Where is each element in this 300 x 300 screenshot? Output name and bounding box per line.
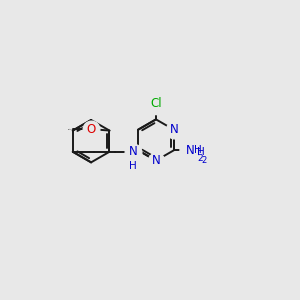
Text: H: H bbox=[129, 161, 137, 171]
Text: N: N bbox=[128, 145, 137, 158]
Text: H: H bbox=[197, 147, 205, 157]
Text: N: N bbox=[152, 154, 160, 167]
Text: N: N bbox=[169, 123, 178, 136]
Text: H: H bbox=[194, 145, 202, 155]
Text: N: N bbox=[186, 144, 194, 157]
Text: Cl: Cl bbox=[150, 97, 162, 110]
Text: 2: 2 bbox=[201, 156, 206, 165]
Text: 2: 2 bbox=[197, 154, 203, 163]
Text: O: O bbox=[87, 123, 96, 136]
Text: methoxy: methoxy bbox=[68, 128, 75, 130]
